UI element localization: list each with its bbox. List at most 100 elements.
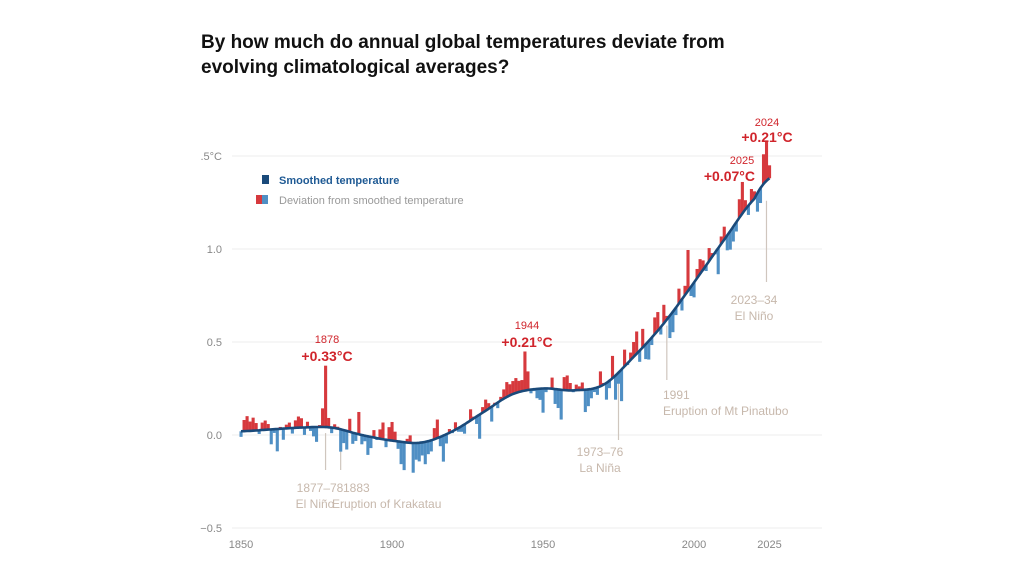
deviation-bar — [523, 351, 527, 391]
deviation-bar — [333, 424, 337, 429]
deviation-bar — [638, 350, 642, 362]
deviation-bar — [324, 365, 328, 428]
deviation-bar — [484, 399, 488, 411]
annotation-label: La Niña — [579, 461, 621, 475]
deviation-bar — [459, 426, 464, 432]
x-tick-label: 2025 — [757, 539, 781, 551]
deviation-bar — [644, 344, 648, 360]
deviation-bar — [293, 420, 297, 428]
deviation-bar — [692, 282, 696, 298]
annotation-label: 2023–34 — [731, 293, 778, 307]
deviation-bar — [719, 236, 723, 244]
deviation-bar — [598, 371, 602, 387]
deviation-bar — [761, 154, 766, 185]
deviation-bar — [695, 268, 699, 279]
deviation-bar — [668, 315, 672, 339]
deviation-bar — [453, 422, 458, 430]
deviation-bar — [378, 429, 382, 439]
deviation-bar — [574, 384, 578, 391]
deviation-bar — [544, 388, 548, 393]
deviation-bar — [565, 375, 569, 391]
deviation-bar — [553, 389, 557, 404]
deviation-bar — [550, 377, 554, 389]
deviation-bar — [683, 285, 687, 296]
annotation-label: 1973–76 — [577, 445, 624, 459]
x-tick-label: 1950 — [531, 539, 555, 551]
deviation-bar — [275, 429, 279, 452]
deviation-bar — [299, 418, 303, 428]
deviation-bar — [653, 317, 657, 335]
deviation-bar — [245, 416, 249, 432]
deviation-bar — [520, 380, 524, 392]
deviation-bar — [384, 439, 388, 448]
deviation-bar — [617, 372, 621, 384]
deviation-bar — [405, 438, 409, 443]
deviation-bar — [659, 327, 663, 335]
deviation-bar — [740, 181, 744, 214]
deviation-bar — [366, 436, 370, 455]
deviation-bar — [408, 435, 412, 443]
deviation-bar — [321, 408, 325, 427]
annotation-label: El Niño — [296, 497, 335, 511]
deviation-bar — [266, 424, 270, 430]
deviation-bar — [662, 304, 666, 324]
annotation-label: 1883 — [343, 481, 370, 495]
deviation-bar — [680, 299, 684, 311]
deviation-bar — [768, 165, 772, 179]
deviation-bar — [372, 430, 376, 438]
deviation-bar — [559, 389, 563, 420]
deviation-bar — [414, 442, 418, 460]
legend-swatch-negative — [262, 195, 268, 204]
deviation-bar — [339, 429, 343, 452]
deviation-bar — [251, 417, 255, 431]
deviation-bar — [583, 389, 587, 413]
deviation-bar — [517, 380, 521, 393]
y-tick-label: 1.0 — [207, 244, 222, 256]
y-tick-label: 0.0 — [207, 430, 222, 442]
deviation-bar — [239, 431, 243, 437]
deviation-bar — [420, 442, 424, 456]
deviation-bar — [487, 403, 491, 409]
deviation-bar — [743, 200, 747, 210]
deviation-bar — [556, 389, 560, 409]
deviation-bar — [686, 249, 690, 291]
x-tick-label: 1900 — [380, 539, 404, 551]
deviation-bar — [764, 141, 769, 181]
deviation-bar — [269, 429, 273, 445]
deviation-bar — [526, 371, 530, 391]
deviation-bar — [722, 226, 726, 240]
y-tick-label: 0.5 — [207, 337, 222, 349]
deviation-bar — [490, 406, 494, 422]
highlight-value: +0.07°C — [704, 168, 755, 184]
deviation-bar — [402, 442, 406, 471]
deviation-bar — [381, 422, 385, 440]
deviation-bar — [248, 421, 252, 431]
deviation-bar — [689, 286, 693, 296]
x-tick-label: 1850 — [229, 539, 253, 551]
deviation-bar — [589, 388, 593, 399]
deviation-bar — [650, 337, 654, 346]
deviation-bar — [369, 436, 373, 449]
legend-swatch-positive — [256, 195, 262, 204]
y-tick-label: −0.5 — [200, 523, 222, 535]
deviation-bar — [511, 381, 515, 395]
deviation-bar — [272, 429, 276, 433]
annotation-label: Eruption of Mt Pinatubo — [663, 404, 789, 418]
deviation-bar — [671, 311, 675, 333]
deviation-bar — [508, 384, 512, 396]
deviation-bar — [444, 434, 448, 444]
deviation-bar — [284, 424, 288, 429]
deviation-bar — [357, 411, 361, 435]
deviation-bar — [704, 265, 708, 271]
deviation-bar — [610, 355, 615, 379]
deviation-bar — [315, 426, 319, 442]
deviation-bar — [728, 231, 732, 250]
y-tick-label: .5°C — [200, 151, 222, 163]
deviation-bar — [701, 260, 705, 270]
deviation-bar — [411, 442, 415, 473]
deviation-bar — [752, 191, 756, 199]
legend-label-deviation: Deviation from smoothed temperature — [279, 195, 464, 207]
deviation-bar — [254, 423, 258, 431]
deviation-bar — [580, 382, 584, 390]
deviation-bar — [257, 430, 261, 434]
